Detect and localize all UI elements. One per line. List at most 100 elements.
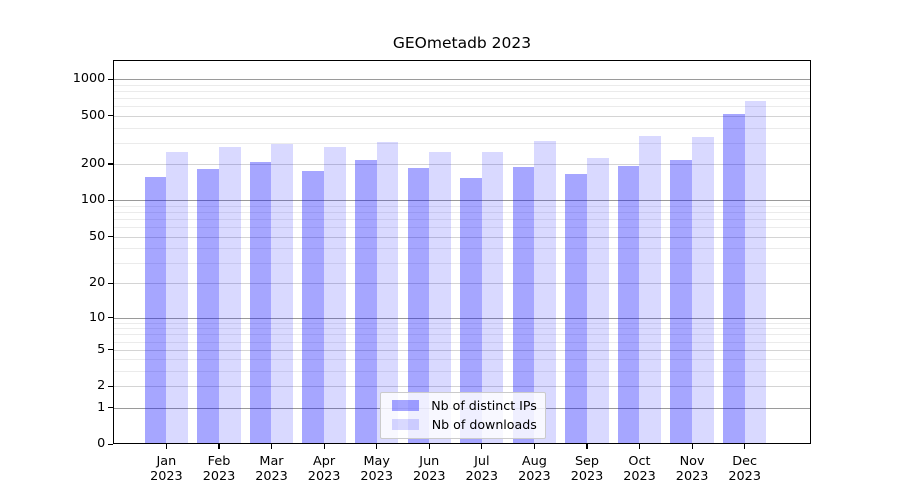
gridline [113, 91, 811, 92]
gridline [113, 386, 811, 388]
x-tick [691, 444, 693, 450]
year-label: 2023 [307, 468, 341, 484]
year-label: 2023 [518, 468, 551, 484]
bar-downloads [744, 100, 767, 445]
bar-distinct-ips [249, 161, 272, 445]
y-tick-label: 5 [97, 341, 106, 357]
gridline [113, 164, 811, 165]
month-label: Sep [574, 454, 600, 470]
x-tick [638, 444, 641, 450]
bar-downloads [534, 140, 557, 445]
gridline [113, 200, 811, 202]
year-label: 2023 [360, 468, 393, 484]
bar-downloads [481, 151, 504, 445]
y-tick [108, 115, 114, 117]
legend-row: Nb of downloads [387, 417, 537, 432]
gridline [113, 212, 811, 214]
x-tick-label: Jul 2023 [452, 455, 512, 484]
month-label: Jan [156, 454, 177, 470]
y-tick [108, 385, 114, 387]
bar-distinct-ips [302, 170, 325, 445]
bar-distinct-ips [197, 169, 219, 445]
gridline [113, 341, 811, 343]
x-tick [323, 444, 325, 450]
month-label: Dec [732, 454, 758, 470]
gridline [113, 322, 811, 324]
legend-swatch-distinct-ips [391, 400, 419, 411]
y-tick-label: 1 [97, 399, 106, 415]
gridline [113, 142, 811, 144]
x-tick-label: Apr 2023 [294, 455, 354, 484]
gridline [113, 127, 811, 129]
bar-distinct-ips [460, 178, 482, 445]
gridline [113, 359, 811, 361]
year-label: 2023 [202, 468, 236, 484]
y-tick-label: 0 [97, 436, 106, 452]
y-tick [108, 443, 114, 445]
legend-swatch-downloads [391, 419, 419, 430]
x-tick-label: Oct 2023 [610, 455, 670, 484]
x-tick [533, 444, 535, 450]
legend-row: Nb of distinct IPs [387, 398, 537, 413]
plot-area: Nb of distinct IPs Nb of downloads [113, 59, 811, 445]
bar-distinct-ips [565, 173, 587, 445]
bar-distinct-ips [617, 166, 640, 445]
y-tick [108, 407, 114, 409]
legend-label: Nb of distinct IPs [431, 398, 537, 413]
year-label: 2023 [255, 468, 288, 484]
bar-distinct-ips [722, 114, 745, 445]
x-tick-label: Mar 2023 [242, 455, 302, 484]
x-tick-label: Sep 2023 [557, 455, 617, 484]
month-label: Feb [207, 454, 231, 470]
y-tick-label: 20 [89, 275, 106, 291]
gridline [113, 262, 811, 264]
gridline [113, 115, 811, 117]
bar-downloads [271, 144, 294, 445]
y-tick-label: 10 [89, 309, 106, 325]
bar-distinct-ips [354, 159, 377, 445]
gridline [113, 227, 811, 228]
bar-downloads [376, 141, 399, 445]
month-label: Nov [679, 454, 705, 470]
month-label: Jun [419, 454, 440, 470]
x-tick-label: Jun 2023 [399, 455, 459, 484]
y-tick [108, 163, 114, 165]
month-label: Aug [521, 454, 547, 470]
legend: Nb of distinct IPs Nb of downloads [379, 392, 546, 439]
y-tick-label: 200 [80, 156, 106, 171]
x-tick [586, 444, 588, 450]
x-tick [744, 444, 746, 450]
legend-label: Nb of downloads [431, 417, 537, 432]
gridline [113, 236, 811, 238]
bar-distinct-ips [670, 159, 693, 445]
month-label: Mar [259, 454, 284, 470]
gridline [113, 349, 811, 351]
x-tick [165, 444, 167, 450]
gridline [113, 317, 811, 319]
x-tick-label: Aug 2023 [504, 455, 564, 484]
year-label: 2023 [465, 468, 499, 484]
x-tick [481, 444, 483, 450]
x-tick [218, 444, 220, 450]
gridline [113, 106, 811, 108]
x-tick [428, 444, 430, 450]
y-tick [108, 199, 114, 201]
x-tick [270, 444, 273, 450]
year-label: 2023 [150, 468, 183, 484]
gridline [113, 98, 811, 99]
x-tick-label: Nov 2023 [662, 455, 722, 484]
gridline [113, 371, 811, 372]
gridline [113, 84, 811, 86]
gridline [113, 283, 811, 285]
x-tick-label: Feb 2023 [189, 455, 249, 484]
y-tick [108, 316, 114, 319]
x-tick-label: Dec 2023 [715, 455, 775, 484]
bar-downloads [324, 147, 346, 445]
bar-distinct-ips [512, 167, 535, 445]
gridline [113, 334, 811, 336]
gridline [113, 219, 811, 220]
gridline [113, 205, 811, 207]
y-tick-label: 500 [80, 107, 106, 123]
year-label: 2023 [413, 468, 446, 484]
year-label: 2023 [570, 468, 604, 484]
